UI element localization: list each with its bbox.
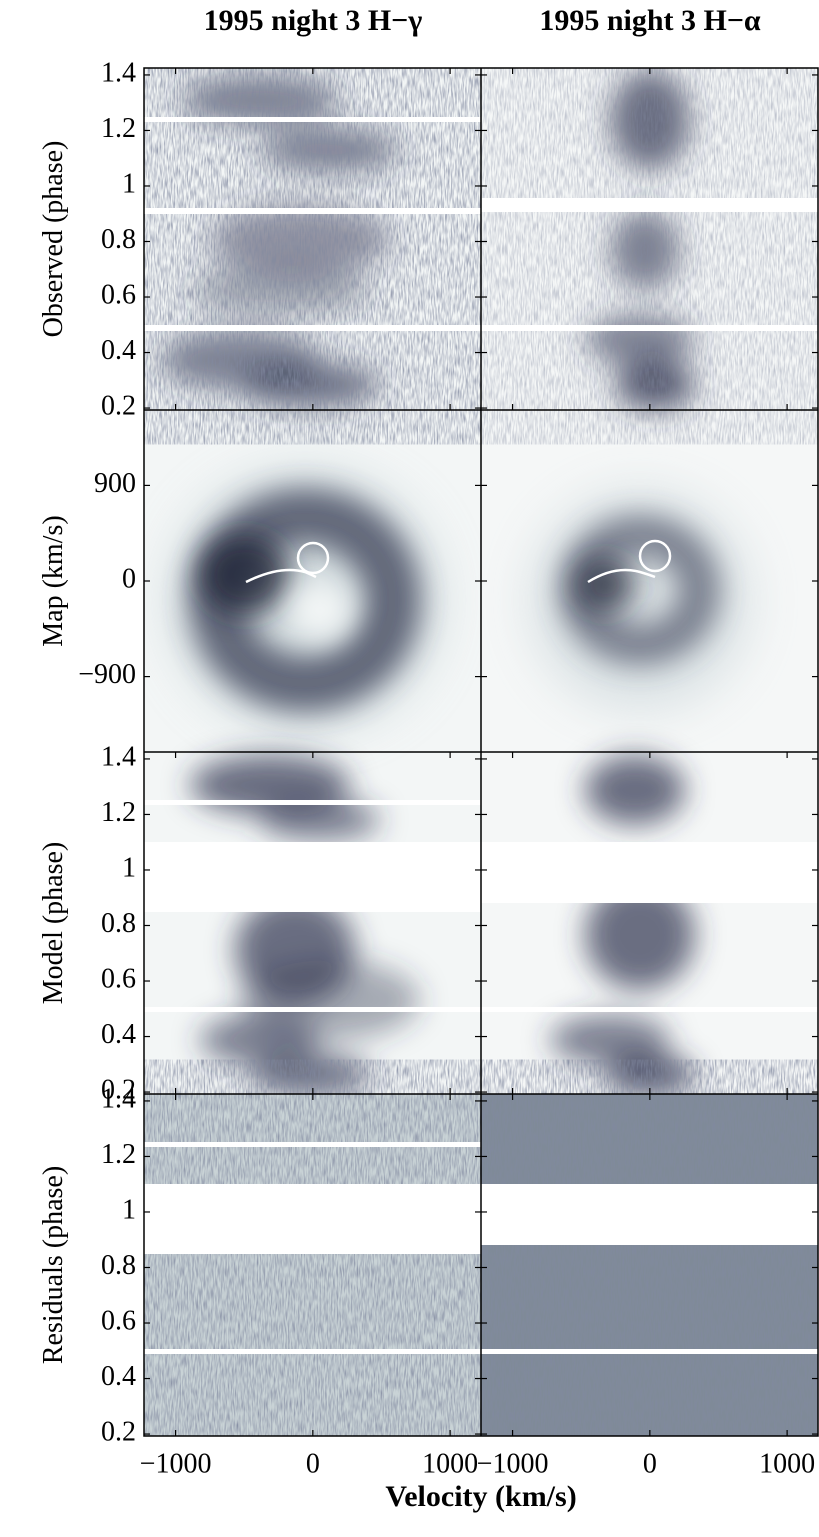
y-tick-label: 0.2 <box>101 1074 136 1105</box>
y-tick-label: −900 <box>78 659 136 690</box>
y-tick-label: 1.2 <box>101 797 136 828</box>
image-column <box>144 68 481 1436</box>
y-tick-label: 0.2 <box>101 390 136 421</box>
x-tick-label: −1000 <box>140 1448 212 1479</box>
y-tick-label: 0.8 <box>101 1250 136 1281</box>
x-tick-label: 1000 <box>422 1448 478 1479</box>
y-tick-label: 1.2 <box>101 1139 136 1170</box>
y-tick-label: 1 <box>122 852 136 883</box>
y-tick-label: 0 <box>122 563 136 594</box>
y-tick-label: 0.4 <box>101 1361 136 1392</box>
y-tick-label: 1 <box>122 168 136 199</box>
y-axis-label: Map (km/s) <box>38 515 69 646</box>
x-tick-label: 1000 <box>759 1448 815 1479</box>
y-tick-label: 1.2 <box>101 113 136 144</box>
x-tick-label: 0 <box>306 1448 320 1479</box>
x-tick-label: 0 <box>643 1448 657 1479</box>
column-title: 1995 night 3 H−α <box>539 4 761 37</box>
y-tick-label: 0.6 <box>101 963 136 994</box>
y-tick-label: 1.4 <box>101 741 136 772</box>
y-axis-label: Residuals (phase) <box>38 1166 69 1364</box>
y-tick-label: 1 <box>122 1194 136 1225</box>
y-axis-label: Observed (phase) <box>38 141 69 338</box>
y-tick-label: 0.6 <box>101 279 136 310</box>
y-tick-label: 0.8 <box>101 908 136 939</box>
y-tick-label: 0.4 <box>101 1019 136 1050</box>
y-tick-label: 0.4 <box>101 335 136 366</box>
x-axis-label: Velocity (km/s) <box>385 1480 576 1513</box>
y-tick-label: 0.2 <box>101 1416 136 1447</box>
x-tick-label: −1000 <box>477 1448 549 1479</box>
panel-frames <box>143 67 819 1437</box>
y-tick-label: 900 <box>94 468 136 499</box>
y-tick-label: 0.6 <box>101 1305 136 1336</box>
y-tick-label: 1.4 <box>101 1083 136 1114</box>
column-title: 1995 night 3 H−γ <box>204 4 423 37</box>
y-tick-label: 0.8 <box>101 224 136 255</box>
y-axis-label: Model (phase) <box>38 842 69 1005</box>
y-tick-label: 1.4 <box>101 57 136 88</box>
